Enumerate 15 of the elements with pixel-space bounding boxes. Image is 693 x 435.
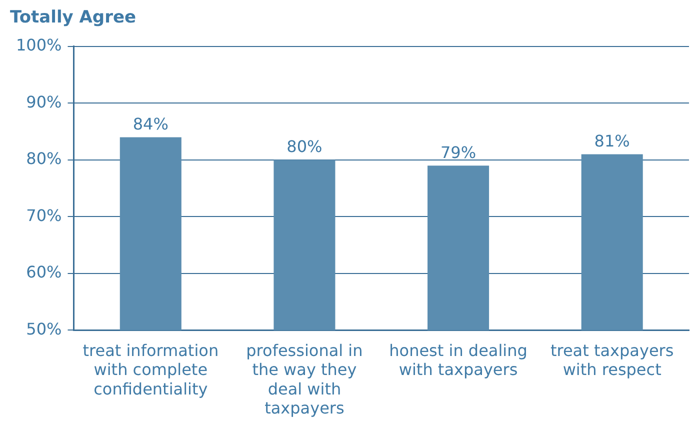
data-label: 84% [132, 114, 168, 134]
chart-title: Totally Agree [10, 8, 136, 28]
data-label: 79% [440, 142, 476, 162]
x-tick-label: professional in the way they deal with taxpayers [246, 340, 363, 418]
y-tick-label: 80% [26, 149, 62, 168]
x-tick-label: treat taxpayers with respect [550, 340, 674, 380]
data-label: 80% [286, 137, 322, 156]
x-tick-label: honest in dealing with taxpayers [389, 340, 528, 380]
y-tick-label: 100% [16, 36, 62, 55]
y-tick-label: 60% [26, 262, 62, 282]
y-tick-label: 50% [26, 319, 62, 338]
y-tick-label: 90% [26, 92, 62, 112]
data-label: 81% [594, 131, 630, 150]
y-tick-label: 70% [26, 206, 62, 225]
x-tick-label: treat information with complete confidentiality [82, 340, 219, 398]
